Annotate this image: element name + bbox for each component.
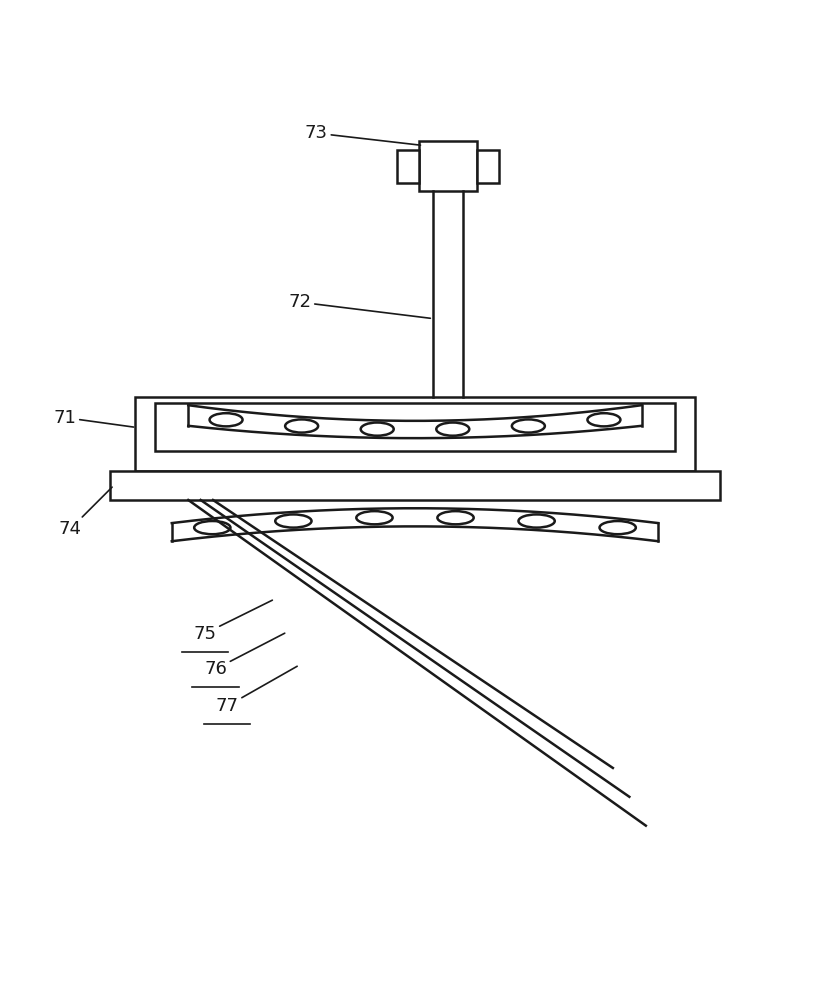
Bar xyxy=(134,397,696,471)
Ellipse shape xyxy=(210,413,242,426)
Bar xyxy=(155,403,675,451)
Ellipse shape xyxy=(588,413,620,426)
Bar xyxy=(110,471,720,500)
Ellipse shape xyxy=(356,511,393,524)
Ellipse shape xyxy=(512,419,544,433)
Ellipse shape xyxy=(437,511,474,524)
Text: 76: 76 xyxy=(204,633,285,678)
Text: 74: 74 xyxy=(59,487,112,538)
Text: 75: 75 xyxy=(193,600,272,643)
Ellipse shape xyxy=(437,423,469,436)
Text: 71: 71 xyxy=(53,409,134,427)
Ellipse shape xyxy=(276,514,311,528)
Bar xyxy=(419,141,476,191)
Ellipse shape xyxy=(361,423,393,436)
Ellipse shape xyxy=(286,419,318,433)
Text: 73: 73 xyxy=(305,124,421,145)
Ellipse shape xyxy=(519,514,554,528)
Ellipse shape xyxy=(194,521,231,534)
Text: 72: 72 xyxy=(288,293,431,318)
Text: 77: 77 xyxy=(216,666,297,715)
Ellipse shape xyxy=(599,521,636,534)
Bar xyxy=(476,150,499,183)
Bar xyxy=(397,150,419,183)
